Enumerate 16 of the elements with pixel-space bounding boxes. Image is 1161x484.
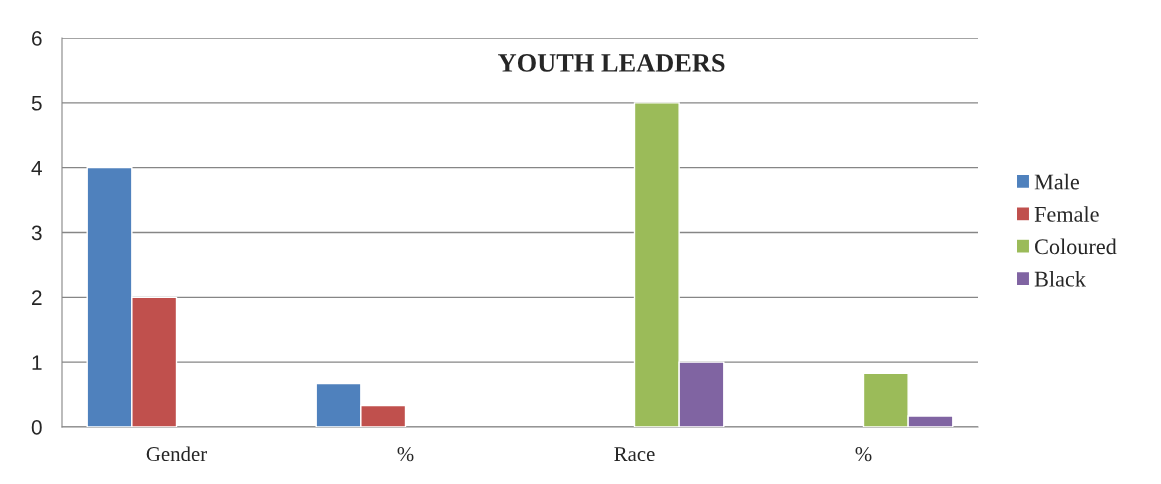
x-tick-label: Gender <box>146 446 207 462</box>
legend-label: Coloured <box>1035 238 1117 255</box>
y-tick-label: 0 <box>31 420 42 435</box>
legend-label: Male <box>1034 173 1079 190</box>
x-tick-label: % <box>397 447 414 462</box>
y-tick-label: 2 <box>32 290 42 305</box>
chart-title: YOUTH LEADERS <box>498 54 725 72</box>
y-tick-label: 3 <box>31 225 42 241</box>
y-tick-label: 4 <box>31 160 42 176</box>
legend-label: Black <box>1034 270 1086 287</box>
legend-label: Female <box>1034 206 1099 222</box>
x-tick-label: Race <box>614 447 655 462</box>
y-tick-label: 1 <box>32 355 42 370</box>
y-tick-label: 6 <box>32 31 42 46</box>
x-tick-label: % <box>855 447 872 462</box>
y-tick-label: 5 <box>31 96 42 111</box>
